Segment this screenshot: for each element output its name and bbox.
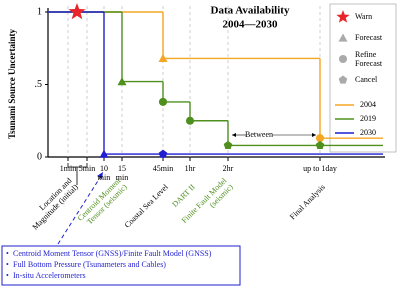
x-tick-label: 2hr [223, 164, 234, 173]
circle-marker [158, 97, 168, 106]
y-axis-label: Tsunami Source Uncertainty [7, 28, 17, 139]
x-tick-label: 45min [153, 164, 173, 173]
annotation: Final Analysis [288, 182, 327, 221]
legend-symbol [338, 33, 348, 42]
bullet: • [6, 271, 9, 280]
legend-symbol [338, 75, 348, 84]
triangle-marker [117, 77, 127, 86]
pentagon-marker [223, 140, 233, 150]
bullet: • [6, 249, 9, 258]
warn-marker [68, 3, 86, 20]
y-tick-label: .5 [35, 79, 43, 90]
bullet: • [6, 260, 9, 269]
x-tick-label-line: min [98, 173, 110, 182]
data-source: Centroid Moment Tensor (GNSS)/Finite Fau… [13, 249, 212, 258]
legend-label: 2030 [360, 128, 376, 137]
data-source: Full Bottom Pressure (Tsunameters and Ca… [13, 260, 166, 269]
legend-label: Warn [355, 12, 372, 21]
pentagon-marker [158, 149, 168, 158]
data-source: In-situ Accelerometers [13, 271, 86, 280]
x-tick-label: 1hr [185, 164, 196, 173]
x-tick-label: 5min [79, 164, 95, 173]
legend-label-line: Forecast [355, 59, 383, 68]
circle-marker [315, 134, 325, 143]
legend-label: Cancel [355, 75, 378, 84]
step-segment [227, 120, 320, 147]
x-tick-label-line: 15 [118, 164, 126, 173]
legend-symbol [336, 10, 350, 23]
x-tick-label: 10 min [98, 164, 110, 182]
x-tick-label-line: min [116, 173, 128, 182]
legend-label: Forecast [355, 33, 383, 42]
triangle-marker [158, 53, 168, 62]
triangle-marker [99, 149, 109, 158]
legend-label: 2004 [360, 100, 376, 109]
chart-title: 2004—2030 [223, 19, 279, 31]
step-segment [189, 101, 228, 122]
annotation: Coastal Sea Level [122, 182, 170, 230]
annotation-line: Coastal Sea Level [122, 182, 170, 230]
y-tick-label: 1 [37, 6, 42, 17]
legend-label: Refine Forecast [355, 50, 383, 68]
step-segment [162, 12, 190, 60]
x-tick-label: 15 min [116, 164, 128, 182]
legend-symbol [338, 54, 348, 64]
legend-label: 2019 [360, 114, 376, 123]
between-label: Between [245, 130, 273, 139]
data-source-box [1, 245, 241, 286]
x-tick-label: up to 1day [303, 164, 337, 173]
arrowhead [97, 172, 103, 179]
legend-label-line: Refine [355, 50, 377, 59]
step-segment [162, 81, 190, 103]
circle-marker [185, 116, 195, 125]
chart-title: Data Availability [211, 5, 290, 17]
step-segment [121, 12, 163, 83]
x-tick-label-line: 10 [100, 164, 108, 173]
annotation: Centroid MomentTensor (seismic) [76, 175, 130, 229]
annotation-line: Final Analysis [288, 182, 327, 221]
bracket [67, 163, 88, 185]
x-tick-label: 1min [60, 164, 76, 173]
y-tick-label: 0 [37, 151, 42, 162]
pentagon-marker [315, 140, 325, 150]
